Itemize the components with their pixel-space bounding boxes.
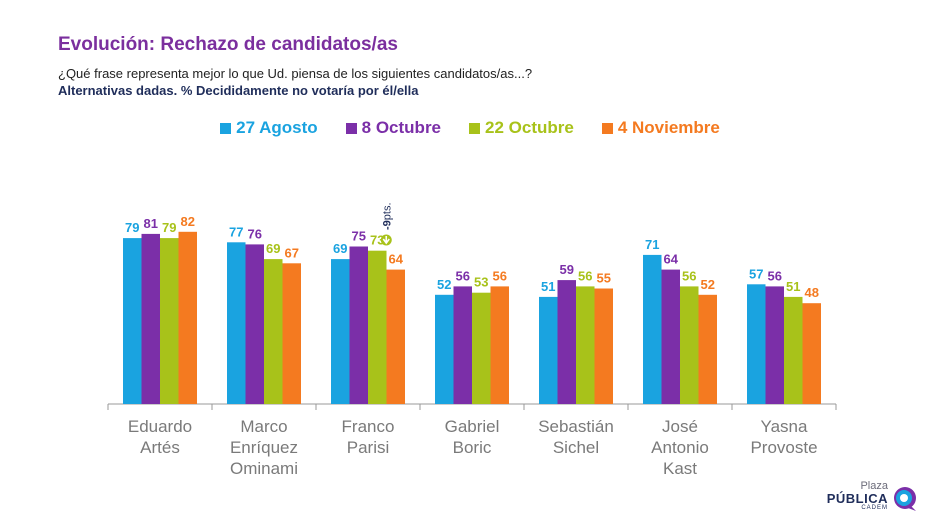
bar bbox=[698, 294, 717, 404]
legend-item: 4 Noviembre bbox=[601, 118, 720, 138]
category-label: Sebastián bbox=[538, 417, 614, 436]
bar bbox=[594, 288, 613, 404]
bar bbox=[802, 303, 821, 404]
legend-item: 27 Agosto bbox=[220, 118, 318, 138]
data-label: 75 bbox=[352, 229, 366, 244]
category-label: Marco bbox=[240, 417, 287, 436]
bar bbox=[227, 242, 246, 404]
data-label: 57 bbox=[749, 266, 763, 281]
category-label: Sichel bbox=[553, 438, 599, 457]
logo-sub-text: CADEM bbox=[861, 505, 888, 511]
brand-logo: Plaza PÚBLICA CADEM bbox=[826, 480, 930, 520]
data-label: 56 bbox=[493, 268, 507, 283]
category-label: Gabriel bbox=[445, 417, 500, 436]
bar bbox=[576, 286, 595, 404]
category-label: Provoste bbox=[750, 438, 817, 457]
chart-title: Evolución: Rechazo de candidatos/as bbox=[58, 34, 398, 55]
data-label: 56 bbox=[768, 268, 782, 283]
data-label: 71 bbox=[645, 237, 659, 252]
category-label: Artés bbox=[140, 438, 180, 457]
data-label: 59 bbox=[560, 262, 574, 277]
data-label: 67 bbox=[285, 245, 299, 260]
bar bbox=[453, 286, 472, 404]
data-label: 51 bbox=[541, 279, 555, 294]
category-label: Enríquez bbox=[230, 438, 298, 457]
data-label: 69 bbox=[266, 241, 280, 256]
category-label: Eduardo bbox=[128, 417, 192, 436]
category-label: Parisi bbox=[347, 438, 390, 457]
data-label: 51 bbox=[786, 279, 800, 294]
bar bbox=[349, 246, 368, 404]
bar bbox=[472, 292, 491, 404]
bar bbox=[765, 286, 784, 404]
down-arrow-icon bbox=[382, 238, 390, 245]
bar bbox=[490, 286, 509, 404]
data-label: 64 bbox=[389, 252, 404, 267]
bar bbox=[386, 269, 405, 404]
bar bbox=[368, 250, 387, 404]
bar bbox=[160, 238, 179, 404]
legend-swatch bbox=[469, 122, 481, 134]
data-label: 64 bbox=[664, 252, 679, 267]
bar bbox=[141, 233, 160, 404]
legend-swatch bbox=[345, 122, 357, 134]
legend-item: 8 Octubre bbox=[345, 118, 442, 138]
legend-item: 22 Octubre bbox=[469, 118, 574, 138]
category-label: Antonio bbox=[651, 438, 709, 457]
legend-label: 8 Octubre bbox=[361, 118, 442, 137]
data-label: 56 bbox=[456, 268, 470, 283]
legend-swatch bbox=[601, 122, 613, 134]
data-label: 73 bbox=[370, 233, 384, 248]
data-label: 79 bbox=[162, 220, 176, 235]
bar bbox=[245, 244, 264, 404]
category-label: José bbox=[662, 417, 698, 436]
logo-main-text: PÚBLICA bbox=[826, 491, 888, 506]
logo-top-text: Plaza bbox=[860, 480, 888, 492]
category-label: Franco bbox=[342, 417, 395, 436]
chart-subtitle-bold: Alternativas dadas. % Decididamente no v… bbox=[58, 83, 419, 98]
bar bbox=[557, 280, 576, 404]
legend-label: 27 Agosto bbox=[236, 118, 318, 137]
category-label: Kast bbox=[663, 459, 697, 478]
bar bbox=[331, 259, 350, 404]
bar bbox=[282, 263, 301, 404]
data-label: 77 bbox=[229, 224, 243, 239]
speech-bubble-icon bbox=[894, 487, 916, 511]
legend-label: 22 Octubre bbox=[485, 118, 574, 137]
category-label: Yasna bbox=[761, 417, 808, 436]
data-label: 55 bbox=[597, 271, 611, 286]
bar bbox=[747, 284, 766, 404]
chart-legend: 27 Agosto 8 Octubre 22 Octubre 4 Noviembre bbox=[0, 118, 940, 138]
legend-label: 4 Noviembre bbox=[617, 118, 720, 137]
data-label: 53 bbox=[474, 275, 488, 290]
data-label: 48 bbox=[805, 285, 819, 300]
bar bbox=[178, 231, 197, 404]
data-label: 56 bbox=[578, 268, 592, 283]
category-label: Ominami bbox=[230, 459, 298, 478]
legend-swatch bbox=[220, 122, 232, 134]
bar bbox=[264, 259, 283, 404]
bar bbox=[435, 294, 454, 404]
category-label: Boric bbox=[453, 438, 492, 457]
data-label: 69 bbox=[333, 241, 347, 256]
data-label: 79 bbox=[125, 220, 139, 235]
variation-annotation: -9pts. bbox=[381, 202, 393, 230]
data-label: 52 bbox=[701, 277, 715, 292]
data-label: 81 bbox=[144, 216, 158, 231]
bar bbox=[661, 269, 680, 404]
data-label: 52 bbox=[437, 277, 451, 292]
bar bbox=[680, 286, 699, 404]
bar bbox=[643, 254, 662, 404]
bar bbox=[123, 238, 142, 404]
data-label: 76 bbox=[248, 226, 262, 241]
data-label: 82 bbox=[181, 214, 195, 229]
data-label: 56 bbox=[682, 268, 696, 283]
bar bbox=[784, 296, 803, 404]
bar bbox=[539, 296, 558, 404]
chart-subtitle: ¿Qué frase representa mejor lo que Ud. p… bbox=[58, 66, 533, 81]
